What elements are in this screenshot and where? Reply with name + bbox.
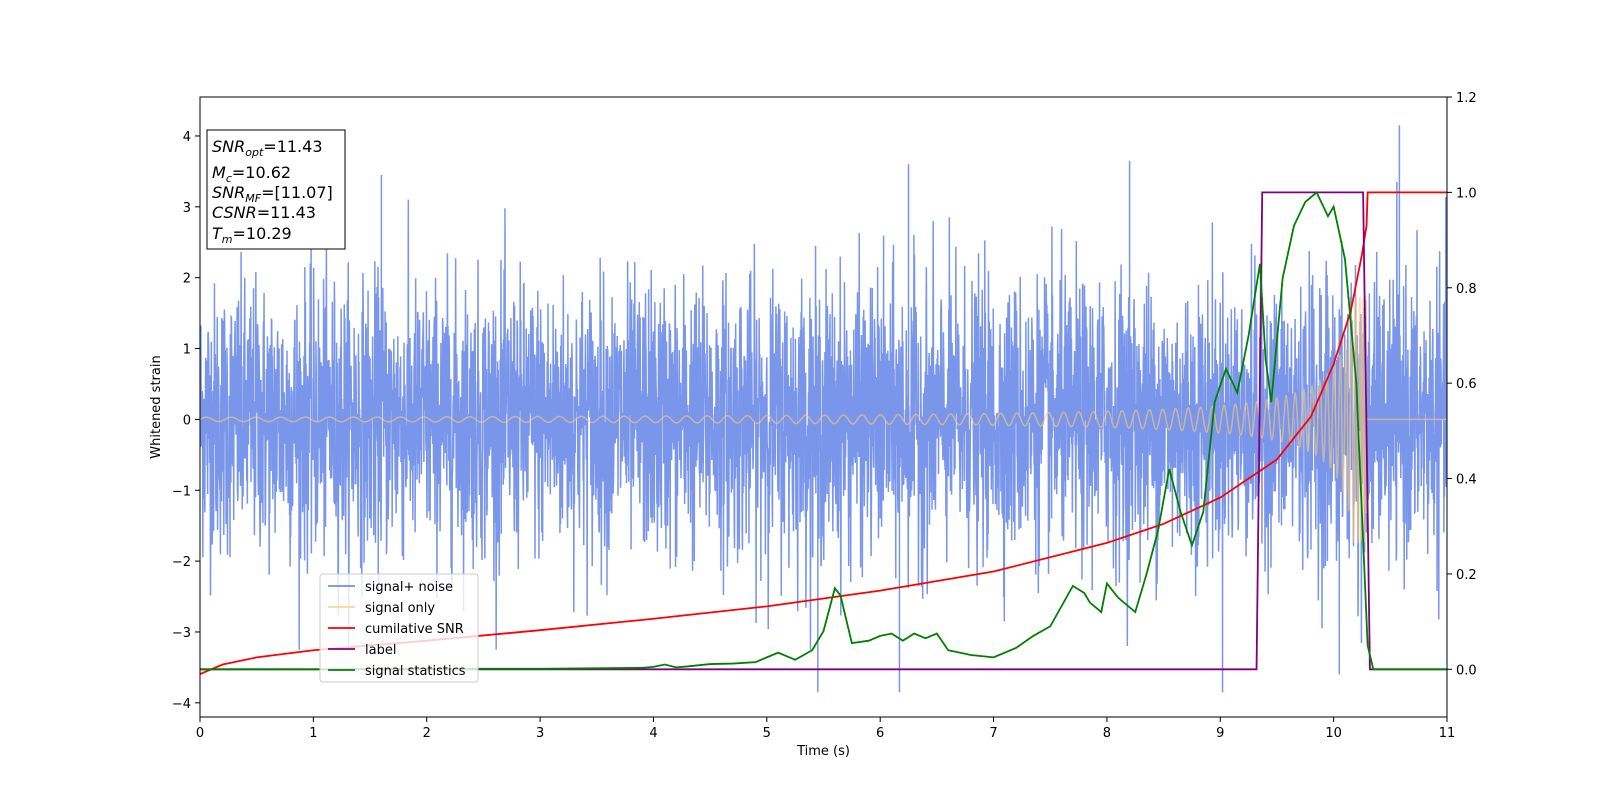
y-tick-label: 1 <box>183 343 191 358</box>
legend-label: cumilative SNR <box>365 622 464 637</box>
plot-frame <box>199 96 1448 718</box>
y-tick-label: −4 <box>172 697 191 712</box>
x-tick-label: 3 <box>536 726 544 741</box>
annotation-value: =10.62 <box>232 163 291 182</box>
y2-tick-label: 0.2 <box>1456 568 1477 583</box>
legend: signal+ noise signal only cumilative SNR la… <box>319 573 479 683</box>
series-signal-noise <box>200 125 1447 693</box>
annotation-line: Mc=10.62 <box>212 163 291 185</box>
annotation-line: Tm=10.29 <box>212 224 292 246</box>
y-tick-label: 4 <box>183 130 191 145</box>
y2-tick-label: 0.8 <box>1456 282 1477 297</box>
annotation-symbol: SNR <box>212 183 245 202</box>
y-tick-label: −3 <box>172 626 191 641</box>
series-signal-statistics <box>200 190 1447 671</box>
y2-tick-label: 0.0 <box>1456 663 1477 678</box>
annotation-subscript: opt <box>245 146 264 159</box>
x-tick-label: 0 <box>196 726 204 741</box>
x-tick-label: 11 <box>1439 726 1456 741</box>
x-axis: 0 1 2 3 4 5 6 7 8 9 10 11 <box>196 717 1455 741</box>
x-tick-label: 2 <box>423 726 431 741</box>
legend-frame <box>319 573 479 683</box>
annotation-frame <box>206 129 346 250</box>
x-tick-label: 5 <box>763 726 771 741</box>
series-layer <box>200 125 1447 693</box>
annotation-line: SNRopt=11.43 <box>212 137 323 159</box>
annotation-value: =11.43 <box>257 203 316 222</box>
series-signal-only <box>200 295 1447 544</box>
legend-label: label <box>365 643 396 658</box>
annotation-subscript: MF <box>245 192 261 205</box>
legend-label: signal statistics <box>365 664 466 679</box>
annotation-value: =11.43 <box>263 137 322 156</box>
annotation-value: =10.29 <box>233 224 292 243</box>
x-tick-label: 7 <box>989 726 997 741</box>
annotation-box: SNRopt=11.43Mc=10.62SNRMF=[11.07]CSNR=11… <box>206 129 346 250</box>
annotation-symbol: M <box>212 163 226 182</box>
y2-tick-label: 1.2 <box>1456 91 1477 106</box>
annotation-value: =[11.07] <box>261 183 333 202</box>
x-tick-label: 8 <box>1103 726 1111 741</box>
y-tick-label: 2 <box>183 272 191 287</box>
y-tick-label: 0 <box>183 413 191 428</box>
y-axis-right: 1.2 1.0 0.8 0.6 0.4 0.2 0.0 <box>1447 91 1477 678</box>
x-tick-label: 6 <box>876 726 884 741</box>
annotation-symbol: SNR <box>212 137 245 156</box>
x-axis-label: Time (s) <box>796 744 850 759</box>
annotation-subscript: c <box>226 172 232 185</box>
y-tick-label: −2 <box>172 555 191 570</box>
x-tick-label: 10 <box>1325 726 1342 741</box>
y-tick-label: −1 <box>172 484 191 499</box>
legend-label: signal only <box>365 601 435 616</box>
annotation-symbol: CSNR <box>212 203 257 222</box>
annotation-symbol: T <box>212 224 223 243</box>
y2-tick-label: 1.0 <box>1456 186 1477 201</box>
x-tick-label: 4 <box>649 726 657 741</box>
y-axis-left: 4 3 2 1 0 −1 −2 −3 −4 <box>172 130 200 712</box>
annotation-line: CSNR=11.43 <box>212 203 316 222</box>
y2-tick-label: 0.6 <box>1456 377 1477 392</box>
legend-label: signal+ noise <box>365 580 453 595</box>
y2-tick-label: 0.4 <box>1456 473 1477 488</box>
x-tick-label: 1 <box>309 726 317 741</box>
y-tick-label: 3 <box>183 201 191 216</box>
annotation-subscript: m <box>222 233 233 246</box>
annotation-line: SNRMF=[11.07] <box>212 183 333 205</box>
x-tick-label: 9 <box>1216 726 1224 741</box>
y-axis-label: Whitened strain <box>149 355 164 458</box>
